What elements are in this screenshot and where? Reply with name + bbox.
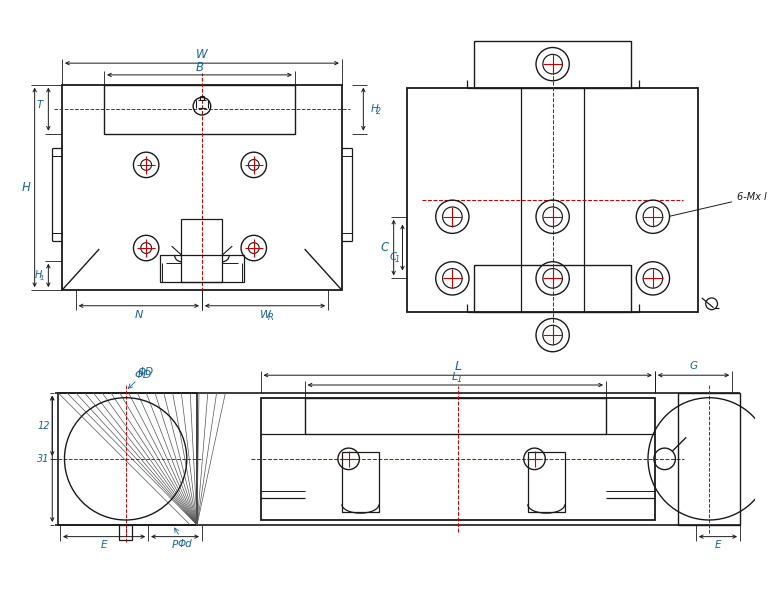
Text: P: P	[172, 540, 178, 550]
Bar	[62, 85, 342, 290]
Bar	[119, 525, 132, 540]
Text: L: L	[454, 360, 461, 373]
Text: C: C	[380, 241, 389, 254]
Text: R: R	[267, 313, 273, 322]
Bar	[342, 451, 379, 512]
Text: Φd: Φd	[175, 528, 192, 549]
Text: 1: 1	[456, 375, 461, 385]
Bar	[260, 398, 654, 520]
Text: G: G	[689, 362, 698, 372]
Bar	[104, 85, 295, 133]
Text: T: T	[36, 100, 42, 110]
Text: 1: 1	[39, 275, 44, 281]
Text: C: C	[390, 253, 397, 263]
Text: L: L	[452, 372, 458, 382]
Text: 6-Mx l: 6-Mx l	[671, 192, 767, 216]
Bar	[160, 255, 243, 282]
Text: W: W	[259, 310, 270, 320]
Text: 1: 1	[394, 255, 400, 264]
Bar	[678, 393, 740, 525]
Text: W: W	[196, 48, 208, 61]
Text: 12: 12	[37, 421, 50, 431]
Bar	[474, 41, 631, 87]
Bar	[58, 393, 197, 525]
Text: 31: 31	[37, 454, 50, 464]
Text: E: E	[101, 540, 107, 550]
Text: 2: 2	[376, 107, 381, 116]
Bar	[527, 451, 565, 512]
Bar	[305, 398, 606, 434]
Text: H: H	[35, 270, 42, 280]
Text: N: N	[135, 310, 143, 320]
Text: H: H	[371, 104, 379, 114]
Bar	[474, 265, 631, 312]
Bar	[407, 87, 698, 312]
Text: E: E	[715, 540, 721, 550]
Text: ΦD: ΦD	[135, 370, 152, 380]
Bar	[182, 219, 223, 282]
Text: B: B	[196, 61, 203, 74]
Text: ΦD: ΦD	[129, 367, 153, 388]
Text: H: H	[22, 181, 30, 194]
